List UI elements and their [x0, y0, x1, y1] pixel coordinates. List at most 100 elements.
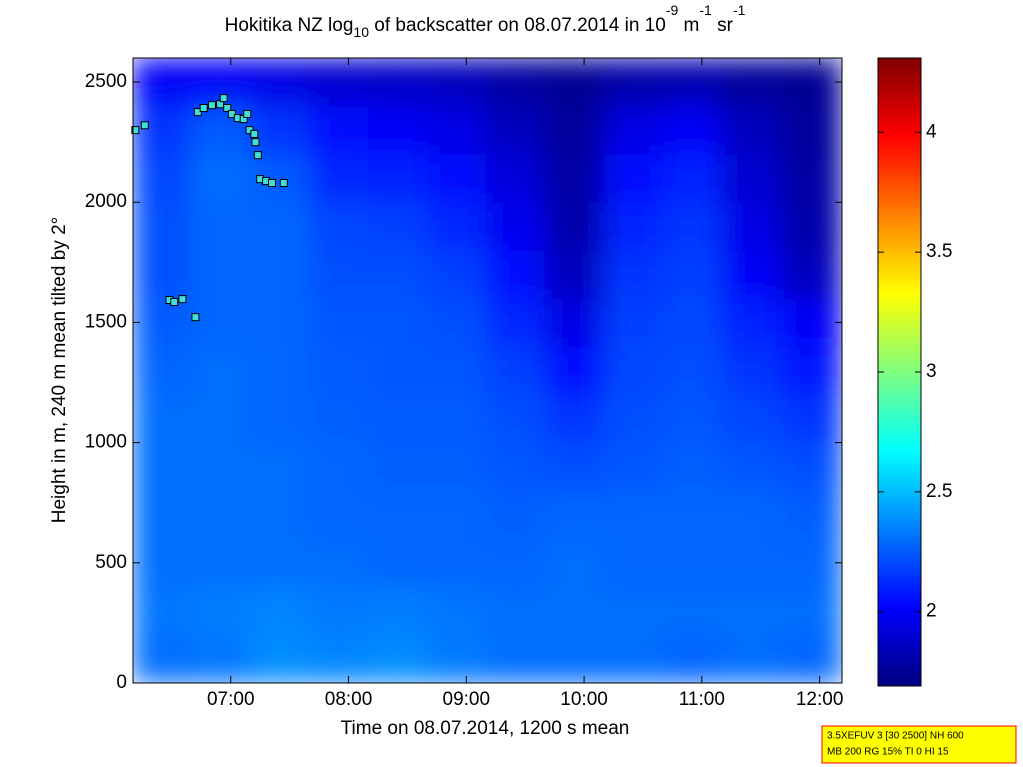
heat-cell: [721, 105, 782, 155]
heat-cell: [544, 153, 605, 203]
heat-cell: [603, 586, 664, 636]
heat-cell: [662, 490, 723, 540]
heat-cell: [780, 586, 842, 636]
heat-cell: [191, 634, 252, 683]
heat-cell: [485, 297, 546, 347]
x-tick-label: 07:00: [207, 689, 255, 710]
heat-cell: [485, 201, 546, 251]
heat-cell: [133, 490, 193, 540]
heat-cell: [368, 538, 428, 588]
colorbar-tick-label: 2.5: [926, 481, 952, 502]
heat-cell: [485, 153, 546, 203]
heat-cell: [603, 105, 664, 155]
x-tick-label: 09:00: [443, 689, 491, 710]
x-axis-label: Time on 08.07.2014, 1200 s mean: [341, 718, 630, 739]
y-tick-label: 1500: [85, 311, 127, 332]
heat-cell: [368, 490, 428, 540]
heat-cell: [133, 297, 193, 347]
heat-cell: [309, 153, 370, 203]
cloud-base-point: [199, 104, 208, 112]
heat-cell: [603, 394, 664, 444]
heat-cell: [544, 297, 605, 347]
heat-cell: [426, 153, 487, 203]
heat-cell: [426, 201, 487, 251]
heat-cell: [426, 58, 487, 107]
heat-cell: [721, 297, 782, 347]
cloud-base-point: [219, 94, 228, 103]
cloud-base-point: [243, 110, 252, 119]
title-part: -1: [733, 2, 746, 18]
heat-cell: [309, 201, 370, 251]
x-tick-label: 10:00: [560, 689, 608, 710]
heat-cell: [309, 490, 370, 540]
cloud-base-point: [267, 179, 276, 187]
heat-cell: [603, 153, 664, 203]
heat-cell: [191, 442, 252, 492]
heat-cell: [250, 394, 311, 444]
heat-cell: [133, 634, 193, 683]
x-tick-label: 12:00: [796, 689, 844, 710]
cloud-base-point: [253, 151, 262, 160]
heat-cell: [721, 58, 782, 107]
heat-cell: [250, 105, 311, 155]
heat-cell: [780, 394, 842, 444]
heat-cell: [721, 442, 782, 492]
heat-cell: [780, 201, 842, 251]
heat-cell: [485, 490, 546, 540]
y-tick-label: 1000: [85, 432, 127, 453]
heat-cell: [721, 394, 782, 444]
heat-cell: [133, 586, 193, 636]
heat-cell: [426, 634, 487, 683]
heat-cell: [662, 345, 723, 396]
heat-cell: [191, 490, 252, 540]
heat-cell: [191, 345, 252, 396]
y-tick-label: 2000: [85, 191, 127, 212]
heat-cell: [603, 490, 664, 540]
heat-cell: [662, 105, 723, 155]
heat-cell: [309, 345, 370, 396]
info-box: [821, 725, 1017, 764]
heat-cell: [603, 297, 664, 347]
heat-cell: [721, 153, 782, 203]
heat-cell: [309, 634, 370, 683]
heat-cell: [250, 538, 311, 588]
heat-cell: [544, 538, 605, 588]
heat-cell: [309, 105, 370, 155]
y-tick-label: 0: [116, 672, 127, 693]
cloud-base-point: [170, 297, 179, 306]
heat-cell: [662, 153, 723, 203]
heat-cell: [368, 586, 428, 636]
heat-cell: [133, 249, 193, 299]
heat-cell: [485, 394, 546, 444]
heat-cell: [485, 58, 546, 107]
cloud-base-point: [178, 295, 187, 304]
heat-cell: [485, 105, 546, 155]
heat-cell: [662, 538, 723, 588]
heat-cell: [250, 634, 311, 683]
heat-cell: [721, 490, 782, 540]
title-part: of backscatter on 08.07.2014 in 10: [369, 15, 666, 36]
heat-cell: [721, 201, 782, 251]
heat-cell: [368, 201, 428, 251]
heat-cell: [485, 586, 546, 636]
plot-frame: [132, 57, 843, 684]
heat-cell: [191, 153, 252, 203]
heat-cell: [485, 538, 546, 588]
heat-cell: [426, 442, 487, 492]
heat-cell: [544, 58, 605, 107]
heat-cell: [662, 249, 723, 299]
heat-cell: [309, 442, 370, 492]
heat-cell: [250, 58, 311, 107]
heat-cell: [191, 586, 252, 636]
heat-cell: [133, 201, 193, 251]
heat-cell: [133, 345, 193, 396]
heat-cell: [309, 538, 370, 588]
heat-cell: [191, 201, 252, 251]
heat-cell: [426, 586, 487, 636]
x-tick-label: 08:00: [325, 689, 373, 710]
info-text: MB 200 RG 15% TI 0 HI 15: [827, 747, 949, 758]
heat-cell: [721, 249, 782, 299]
heat-cell: [544, 442, 605, 492]
heat-cell: [191, 394, 252, 444]
info-text: 3.5XEFUV 3 [30 2500] NH 600: [827, 731, 964, 742]
